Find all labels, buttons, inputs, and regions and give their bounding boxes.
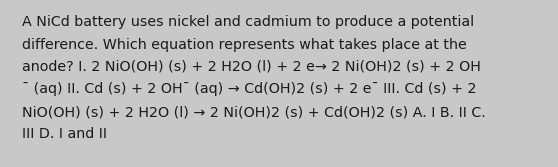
Text: ˉ (aq) II. Cd (s) + 2 OHˉ (aq) → Cd(OH)2 (s) + 2 eˉ III. Cd (s) + 2: ˉ (aq) II. Cd (s) + 2 OHˉ (aq) → Cd(OH)2… xyxy=(22,82,477,97)
Text: anode? I. 2 NiO(OH) (s) + 2 H2O (l) + 2 e→ 2 Ni(OH)2 (s) + 2 OH: anode? I. 2 NiO(OH) (s) + 2 H2O (l) + 2 … xyxy=(22,60,481,74)
Text: difference. Which equation represents what takes place at the: difference. Which equation represents wh… xyxy=(22,38,466,51)
Text: A NiCd battery uses nickel and cadmium to produce a potential: A NiCd battery uses nickel and cadmium t… xyxy=(22,15,474,29)
Text: NiO(OH) (s) + 2 H2O (l) → 2 Ni(OH)2 (s) + Cd(OH)2 (s) A. I B. II C.: NiO(OH) (s) + 2 H2O (l) → 2 Ni(OH)2 (s) … xyxy=(22,105,486,119)
Text: III D. I and II: III D. I and II xyxy=(22,127,107,141)
